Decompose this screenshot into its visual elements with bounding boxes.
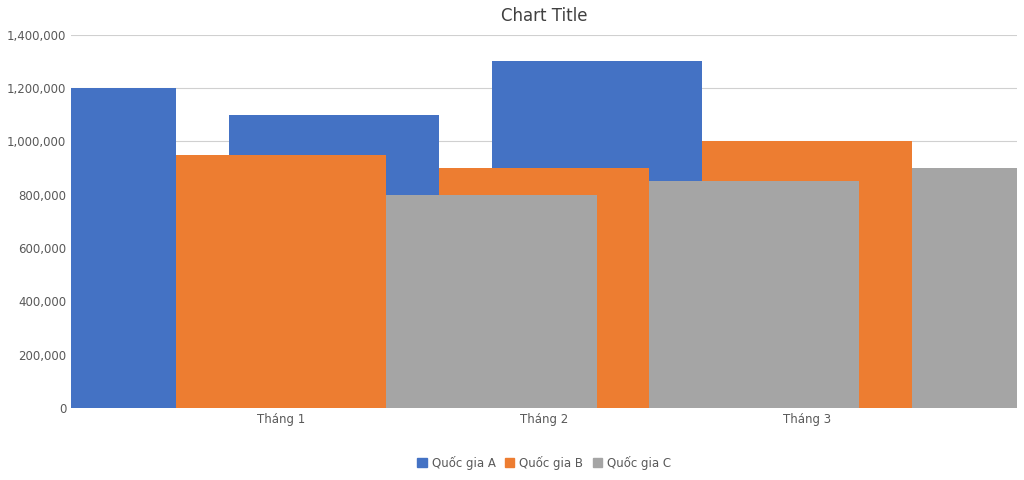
Bar xyxy=(439,168,649,408)
Title: Chart Title: Chart Title xyxy=(501,7,588,25)
Bar xyxy=(386,195,597,408)
Legend: Quốc gia A, Quốc gia B, Quốc gia C: Quốc gia A, Quốc gia B, Quốc gia C xyxy=(413,451,676,475)
Bar xyxy=(176,155,386,408)
Bar xyxy=(228,115,439,408)
Bar xyxy=(701,142,912,408)
Bar xyxy=(912,168,1024,408)
Bar xyxy=(492,61,701,408)
Bar xyxy=(649,181,859,408)
Bar xyxy=(0,88,176,408)
